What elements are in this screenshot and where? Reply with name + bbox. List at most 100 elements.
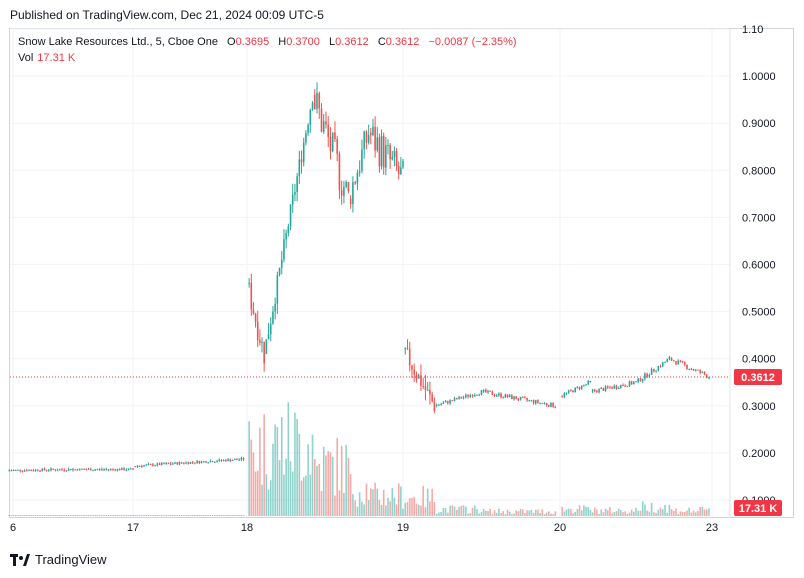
candle-body [539, 402, 541, 404]
volume-bar [205, 515, 207, 516]
candle-body [374, 126, 376, 151]
volume-bar [236, 515, 238, 516]
volume-bar [668, 504, 671, 516]
candle-body [242, 458, 245, 460]
volume-bar [400, 486, 402, 516]
candle-body [327, 124, 330, 137]
volume-bar [143, 515, 145, 516]
volume-bar [411, 497, 413, 516]
candle-body [207, 462, 209, 464]
candle-body [118, 469, 121, 471]
candle-body [280, 259, 283, 268]
volume-bar [395, 504, 398, 516]
candle-body [65, 470, 68, 472]
candle-body [591, 389, 594, 392]
volume-bar [334, 495, 336, 516]
candle-body [17, 469, 19, 471]
volume-bar [591, 512, 594, 516]
candle-body [267, 334, 270, 340]
candle-body [149, 464, 152, 466]
volume-bar [391, 487, 394, 516]
tradingview-brand[interactable]: TradingView [10, 552, 107, 567]
volume-bar [222, 515, 225, 516]
volume-bar [67, 515, 70, 516]
candle-body [200, 461, 203, 464]
candle-body [502, 397, 505, 399]
volume-bar [98, 515, 101, 516]
volume-bar [583, 505, 585, 516]
candle-body [624, 385, 626, 387]
candle-body [442, 402, 445, 404]
volume-bar [604, 508, 607, 516]
candle-body [363, 131, 365, 150]
volume-bar [626, 513, 629, 516]
volume-bar [402, 508, 404, 516]
candle-body [596, 390, 598, 393]
volume-bar [547, 511, 550, 516]
volume-bar [675, 508, 677, 516]
volume-bar [615, 511, 618, 516]
volume-bar [252, 452, 255, 516]
candle-body [444, 401, 447, 403]
candle-body [278, 267, 281, 276]
candle-body [34, 469, 37, 471]
volume-bar [545, 512, 548, 516]
volume-bar [639, 510, 642, 516]
candle-body [408, 348, 411, 366]
open-label: O [227, 36, 236, 48]
candle-body [103, 469, 105, 471]
last-price-label: 0.3612 [741, 372, 775, 384]
volume-bar [519, 509, 522, 516]
candle-body [28, 469, 30, 471]
candle-body [61, 469, 63, 471]
volume-bar [78, 515, 81, 516]
volume-bar [183, 515, 185, 516]
symbol-title[interactable]: Snow Lake Resources Ltd., 5, Cboe One [18, 36, 218, 48]
candle-body [699, 369, 701, 373]
volume-bar [145, 515, 148, 516]
volume-bar [114, 515, 117, 516]
volume-bar [129, 515, 132, 516]
candle-body [198, 461, 201, 464]
volume-bar [325, 455, 327, 516]
volume-bar [380, 504, 383, 516]
last-price-tag [734, 368, 782, 385]
candle-body [513, 396, 515, 400]
volume-bar [311, 434, 314, 516]
candle-body [521, 396, 524, 398]
candle-body [141, 465, 143, 467]
volume-bar [37, 515, 39, 516]
candle-body [187, 462, 190, 464]
candle-body [116, 469, 119, 471]
low-label: L [328, 36, 336, 48]
volume-bar [508, 511, 511, 516]
candle-body [438, 404, 440, 406]
candle-body [487, 390, 489, 393]
volume-bar [302, 477, 305, 516]
candle-body [633, 382, 635, 385]
candle-body [138, 465, 141, 467]
candle-body [376, 137, 379, 151]
volume-bar [498, 508, 500, 516]
y-tick-label: 1.10 [742, 24, 763, 36]
candle-body [422, 385, 424, 387]
y-tick-label: 0.9000 [742, 118, 776, 130]
volume-bar [578, 505, 581, 516]
candle-body [259, 340, 261, 343]
volume-bar [653, 512, 655, 516]
volume-bar [635, 507, 637, 516]
candle-body [400, 167, 402, 175]
volume-bar [413, 496, 416, 516]
volume-bar [19, 515, 21, 516]
candle-body [426, 389, 429, 391]
candle-body [256, 321, 259, 341]
candle-body [211, 461, 214, 463]
volume-bar [263, 414, 265, 516]
candle-body [165, 463, 167, 465]
candle-body [52, 468, 54, 470]
volume-bar [613, 511, 616, 516]
candle-body [440, 403, 442, 405]
candle-body [129, 468, 132, 470]
candle-body [385, 145, 387, 168]
